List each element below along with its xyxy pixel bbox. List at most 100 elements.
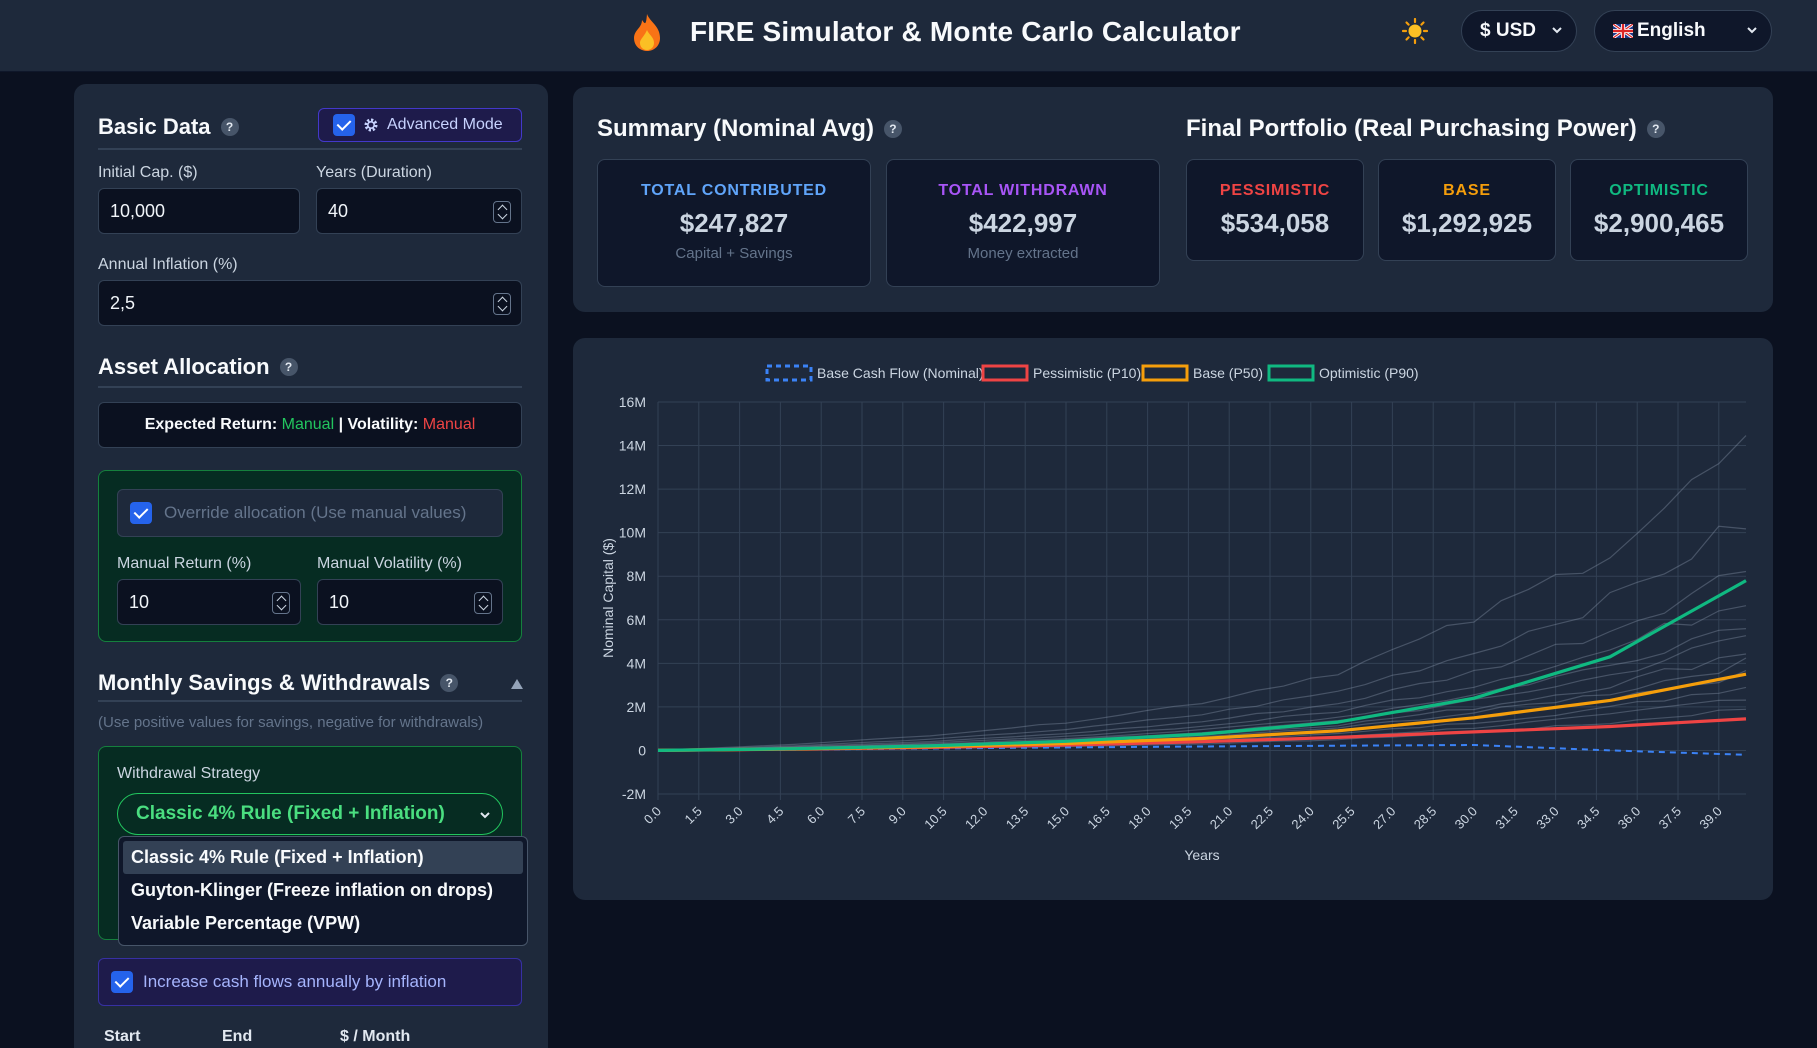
x-tick-label: 22.5 xyxy=(1248,804,1277,833)
chevron-down-icon xyxy=(1747,27,1757,34)
manual-return-spinner[interactable] xyxy=(272,592,290,614)
years-spinner[interactable] xyxy=(493,201,511,223)
legend-swatch xyxy=(1141,364,1189,382)
savings-heading: Monthly Savings & Withdrawals ? xyxy=(98,670,459,696)
separator: | xyxy=(338,416,344,433)
x-tick-label: 15.0 xyxy=(1044,804,1073,833)
x-tick-label: 1.5 xyxy=(682,804,705,827)
manual-volatility-label: Manual Volatility (%) xyxy=(317,555,462,572)
manual-volatility-spinner[interactable] xyxy=(474,592,492,614)
help-icon[interactable]: ? xyxy=(440,674,459,692)
x-tick-label: 25.5 xyxy=(1329,804,1358,833)
inflation-cashflow-label: Increase cash flows annually by inflatio… xyxy=(143,972,447,991)
x-axis-title: Years xyxy=(1184,847,1219,863)
total-withdrawn-card: TOTAL WITHDRAWN $422,997 Money extracted xyxy=(886,159,1160,287)
manual-volatility-input[interactable]: 10 xyxy=(317,579,503,625)
contributed-sub: Capital + Savings xyxy=(675,245,793,262)
years-input[interactable]: 40 xyxy=(316,188,522,234)
chevron-down-icon xyxy=(1552,27,1562,34)
x-tick-label: 34.5 xyxy=(1574,804,1603,833)
inflation-label: Annual Inflation (%) xyxy=(98,256,238,273)
x-tick-label: 0.0 xyxy=(641,804,664,827)
withdrawn-value: $422,997 xyxy=(968,208,1078,238)
simulation-path xyxy=(657,435,1747,751)
y-tick-label: -2M xyxy=(622,786,646,802)
legend-label: Base Cash Flow (Nominal) xyxy=(817,365,984,381)
x-tick-label: 13.5 xyxy=(1003,804,1032,833)
base-card: BASE $1,292,925 xyxy=(1378,159,1556,261)
help-icon[interactable]: ? xyxy=(279,358,298,376)
x-tick-label: 4.5 xyxy=(763,804,786,827)
currency-select[interactable]: $ USD xyxy=(1461,10,1577,52)
currency-value: $ USD xyxy=(1480,20,1536,41)
x-tick-label: 24.0 xyxy=(1288,804,1317,833)
divider xyxy=(98,386,522,388)
base-label: BASE xyxy=(1443,182,1491,199)
savings-title: Monthly Savings & Withdrawals xyxy=(98,670,431,695)
inflation-cashflow-checkbox[interactable] xyxy=(111,971,133,993)
strategy-option[interactable]: Guyton-Klinger (Freeze inflation on drop… xyxy=(131,880,493,900)
expected-return-value: Manual xyxy=(281,416,335,433)
basic-data-title: Basic Data xyxy=(98,114,211,139)
override-allocation-toggle[interactable]: Override allocation (Use manual values) xyxy=(117,489,503,537)
withdrawal-strategy-select[interactable]: Classic 4% Rule (Fixed + Inflation) xyxy=(117,793,503,835)
advanced-mode-label: Advanced Mode xyxy=(387,116,503,133)
strategy-option[interactable]: Classic 4% Rule (Fixed + Inflation) xyxy=(123,841,523,874)
strategy-option[interactable]: Variable Percentage (VPW) xyxy=(131,913,361,933)
manual-return-label: Manual Return (%) xyxy=(117,555,252,572)
expected-return-label: Expected Return: xyxy=(144,416,278,433)
y-tick-label: 16M xyxy=(619,394,646,410)
pessimistic-card: PESSIMISTIC $534,058 xyxy=(1186,159,1364,261)
divider xyxy=(98,700,522,702)
x-tick-label: 6.0 xyxy=(804,804,827,827)
withdrawn-sub: Money extracted xyxy=(967,245,1079,262)
override-label: Override allocation (Use manual values) xyxy=(164,503,467,522)
simulation-path xyxy=(657,525,1747,751)
simulation-path xyxy=(657,605,1747,751)
collapse-triangle-icon[interactable] xyxy=(510,678,524,690)
optimistic-series-line xyxy=(657,579,1747,752)
x-tick-label: 33.0 xyxy=(1533,804,1562,833)
asset-allocation-heading: Asset Allocation ? xyxy=(98,354,298,380)
legend-label: Optimistic (P90) xyxy=(1319,365,1419,381)
initial-cap-label: Initial Cap. ($) xyxy=(98,164,198,181)
help-icon[interactable]: ? xyxy=(1646,120,1665,138)
language-select[interactable]: English xyxy=(1594,10,1772,52)
pessimistic-value: $534,058 xyxy=(1220,208,1330,238)
savings-hint: (Use positive values for savings, negati… xyxy=(98,714,484,731)
initial-cap-input[interactable]: 10,000 xyxy=(98,188,300,234)
divider xyxy=(98,148,522,150)
inflation-spinner[interactable] xyxy=(493,293,511,315)
inflation-input[interactable]: 2,5 xyxy=(98,280,522,326)
advanced-mode-checkbox[interactable] xyxy=(333,114,355,136)
override-checkbox[interactable] xyxy=(130,502,152,524)
expected-return-summary: Expected Return: Manual | Volatility: Ma… xyxy=(98,402,522,448)
x-tick-label: 30.0 xyxy=(1452,804,1481,833)
y-tick-label: 8M xyxy=(627,568,646,584)
advanced-mode-toggle[interactable]: Advanced Mode xyxy=(318,108,522,142)
y-tick-label: 2M xyxy=(627,699,646,715)
x-tick-label: 16.5 xyxy=(1084,804,1113,833)
summary-heading: Summary (Nominal Avg) ? xyxy=(597,115,902,143)
x-tick-label: 19.5 xyxy=(1166,804,1195,833)
help-icon[interactable]: ? xyxy=(220,118,239,136)
chart-panel: 16M 14M 12M 10M 8M 6M 4M 2M 0 -2M 0.0 1.5 3.0 4.5 6.0 7… xyxy=(573,338,1773,900)
x-tick-label: 37.5 xyxy=(1656,804,1685,833)
optimistic-value: $2,900,465 xyxy=(1593,208,1725,238)
contributed-label: TOTAL CONTRIBUTED xyxy=(640,182,828,199)
monte-carlo-chart: 16M 14M 12M 10M 8M 6M 4M 2M 0 -2M 0.0 1.5 3.0 4.5 6.0 7… xyxy=(600,364,1747,863)
manual-volatility-value: 10 xyxy=(329,591,350,612)
x-tick-label: 39.0 xyxy=(1696,804,1725,833)
help-icon[interactable]: ? xyxy=(883,120,902,138)
language-value: English xyxy=(1637,20,1706,41)
legend-swatch xyxy=(981,364,1029,382)
withdrawn-label: TOTAL WITHDRAWN xyxy=(938,182,1108,199)
initial-cap-value: 10,000 xyxy=(110,200,166,221)
x-tick-label: 28.5 xyxy=(1411,804,1440,833)
simulation-path xyxy=(657,570,1747,751)
asset-allocation-title: Asset Allocation xyxy=(98,354,270,379)
manual-return-input[interactable]: 10 xyxy=(117,579,301,625)
inflation-cashflow-toggle[interactable]: Increase cash flows annually by inflatio… xyxy=(98,958,522,1006)
theme-toggle-sun-icon[interactable] xyxy=(1402,18,1428,44)
x-tick-label: 10.5 xyxy=(921,804,950,833)
